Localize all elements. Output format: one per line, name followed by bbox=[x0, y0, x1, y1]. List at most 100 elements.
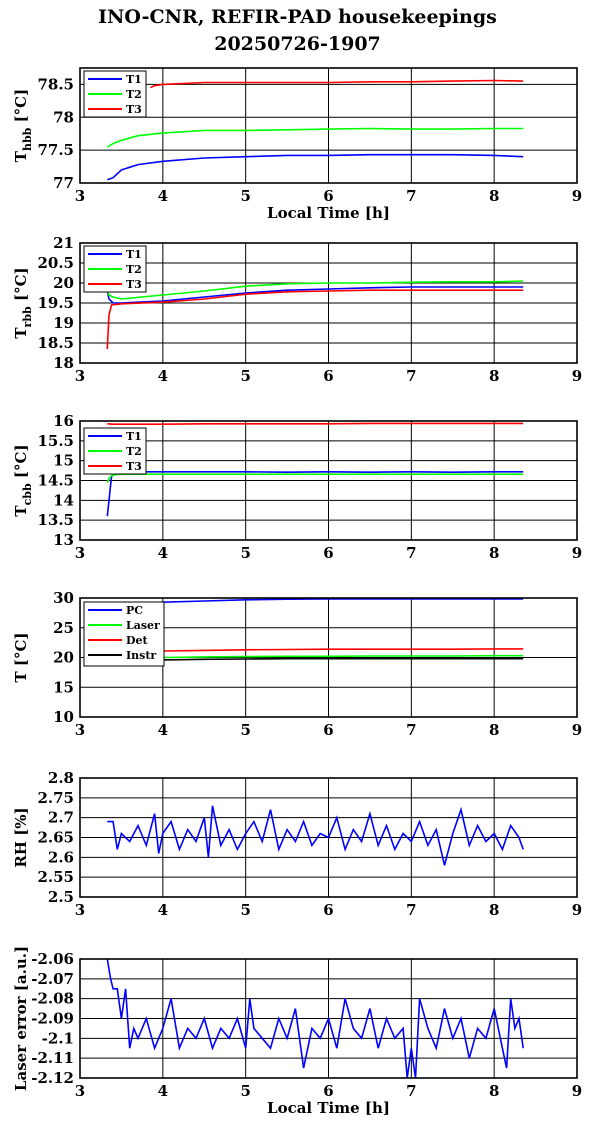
series-line-instr bbox=[107, 657, 524, 662]
legend: T1 T2 T3 bbox=[83, 427, 147, 475]
x-tick-label: 5 bbox=[240, 721, 250, 739]
y-axis-label-main: T bbox=[12, 505, 30, 517]
y-tick-label: 13 bbox=[53, 531, 74, 549]
series-line-t3 bbox=[107, 422, 524, 426]
x-axis-label: Local Time [h] bbox=[267, 204, 390, 222]
x-tick-label: 4 bbox=[158, 187, 168, 205]
y-tick-label: -2.09 bbox=[31, 1010, 74, 1028]
x-tick-label: 5 bbox=[240, 901, 250, 919]
y-axis-label-subscript: hbb bbox=[21, 127, 34, 151]
x-tick-label: 9 bbox=[572, 187, 582, 205]
y-tick-label: 2.6 bbox=[48, 848, 74, 866]
series-line-t1 bbox=[107, 153, 524, 181]
y-tick-label: 25 bbox=[53, 619, 74, 637]
y-tick-label: 2.75 bbox=[37, 789, 74, 807]
x-tick-label: 3 bbox=[75, 187, 85, 205]
series-line-det bbox=[107, 648, 524, 652]
x-tick-label: 8 bbox=[489, 721, 499, 739]
legend: T1 T2 T3 bbox=[83, 245, 147, 293]
y-tick-label: 30 bbox=[53, 589, 74, 607]
y-axis-label-subscript: cbb bbox=[21, 483, 34, 505]
x-tick-label: 4 bbox=[158, 1082, 168, 1100]
series-line-data bbox=[106, 958, 524, 1079]
y-axis-label: T [°C] bbox=[12, 632, 30, 682]
y-tick-label: 15.5 bbox=[37, 432, 74, 450]
x-tick-label: 4 bbox=[158, 901, 168, 919]
x-tick-label: 4 bbox=[158, 367, 168, 385]
legend-entry: PC bbox=[126, 604, 143, 617]
x-tick-label: 8 bbox=[489, 367, 499, 385]
legend-entry: T1 bbox=[126, 430, 142, 443]
y-tick-label: 19 bbox=[53, 314, 74, 332]
y-axis-label-unit: [°C] bbox=[12, 267, 30, 306]
x-tick-label: 9 bbox=[572, 721, 582, 739]
series-line-t1 bbox=[106, 470, 524, 517]
y-tick-label: 2.8 bbox=[48, 769, 74, 787]
x-tick-label: 6 bbox=[323, 721, 333, 739]
y-tick-label: 18 bbox=[53, 354, 74, 372]
series-line-t2 bbox=[106, 280, 524, 300]
plot-frame bbox=[79, 420, 578, 541]
y-tick-label: 14.5 bbox=[37, 472, 74, 490]
y-tick-label: 13.5 bbox=[37, 511, 74, 529]
legend-entry: T1 bbox=[126, 73, 142, 86]
figure-title-line2: 20250726-1907 bbox=[214, 33, 381, 55]
legend-entry: Instr bbox=[126, 649, 156, 662]
series-line-data bbox=[107, 805, 524, 866]
y-tick-label: -2.12 bbox=[31, 1069, 74, 1087]
x-tick-label: 6 bbox=[323, 901, 333, 919]
x-tick-label: 7 bbox=[406, 1082, 416, 1100]
chart-panel-5: 3 4 5 6 7 8 9 2.5 2.55 2.62.65 2.7 2.75 2.8 RH [%] bbox=[12, 769, 582, 919]
legend-entry: T3 bbox=[126, 460, 142, 473]
x-tick-label: 3 bbox=[75, 544, 85, 562]
x-tick-label: 3 bbox=[75, 1082, 85, 1100]
y-axis-label-main: T bbox=[12, 150, 30, 162]
legend-entry: Det bbox=[126, 634, 149, 647]
x-tick-label: 9 bbox=[572, 1082, 582, 1100]
series-line-t3 bbox=[150, 79, 524, 89]
y-axis-label: Trbb [°C] bbox=[12, 267, 34, 338]
y-axis-label-main: T bbox=[12, 327, 30, 339]
x-axis-label: Local Time [h] bbox=[267, 1099, 390, 1117]
x-tick-label: 5 bbox=[240, 187, 250, 205]
y-tick-label: 2.55 bbox=[37, 868, 74, 886]
legend-entry: T2 bbox=[126, 263, 142, 276]
plot-frame bbox=[79, 67, 578, 184]
chart-panel-6: 3 4 5 6 7 8 9 -2.06 -2.07 -2.08 -2.09-2.1 -2.11 -2.1… bbox=[12, 946, 582, 1117]
y-axis-label: Tcbb [°C] bbox=[12, 444, 34, 516]
chart-panel-2: 3 4 5 6 7 8 9 18 18.5 19 19.5 20 20.5 21 Trbb [°C] T1 T2… bbox=[12, 234, 582, 385]
legend-entry: T3 bbox=[126, 278, 142, 291]
y-tick-label: 20 bbox=[53, 649, 74, 667]
y-axis-label: Laser error [a.u.] bbox=[12, 946, 30, 1091]
x-tick-label: 8 bbox=[489, 187, 499, 205]
x-tick-label: 8 bbox=[489, 544, 499, 562]
y-tick-label: 15 bbox=[53, 452, 74, 470]
y-tick-label: 2.5 bbox=[48, 888, 74, 906]
series-line-laser bbox=[107, 654, 524, 659]
y-tick-label: 16 bbox=[53, 412, 74, 430]
y-tick-label: -2.11 bbox=[31, 1049, 74, 1067]
x-tick-label: 7 bbox=[406, 367, 416, 385]
x-tick-label: 3 bbox=[75, 721, 85, 739]
plot-frame bbox=[79, 597, 578, 718]
x-tick-label: 7 bbox=[406, 544, 416, 562]
x-tick-label: 3 bbox=[75, 367, 85, 385]
series-line-t2 bbox=[106, 127, 524, 148]
x-tick-label: 5 bbox=[240, 544, 250, 562]
x-tick-label: 7 bbox=[406, 187, 416, 205]
series-line-t3 bbox=[106, 289, 524, 350]
y-axis-label-unit: [°C] bbox=[12, 444, 30, 483]
y-tick-label: 20 bbox=[53, 274, 74, 292]
y-tick-label: 78.5 bbox=[37, 75, 74, 93]
x-tick-label: 6 bbox=[323, 367, 333, 385]
y-axis-label: Thbb [°C] bbox=[12, 89, 34, 162]
legend-entry: T2 bbox=[126, 445, 142, 458]
plot-frame bbox=[79, 958, 578, 1079]
legend-entry: T3 bbox=[126, 103, 142, 116]
plot-frame bbox=[79, 242, 578, 364]
y-tick-label: 78 bbox=[53, 108, 74, 126]
series-line-t1 bbox=[106, 286, 524, 304]
